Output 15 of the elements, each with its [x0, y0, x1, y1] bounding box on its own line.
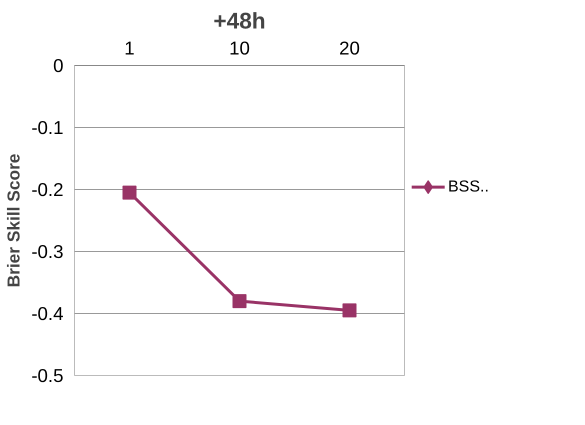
- y-tick-label: -0.1: [31, 117, 64, 138]
- y-tick-label: -0.2: [31, 179, 64, 200]
- x-tick-label: 20: [339, 38, 360, 58]
- chart-title: +48h: [213, 8, 266, 34]
- y-axis-title: Brier Skill Score: [3, 153, 24, 288]
- y-tick-label: -0.4: [31, 303, 64, 324]
- y-tick-label: 0: [53, 55, 64, 76]
- y-tick-label: -0.5: [31, 365, 64, 386]
- x-tick-label: 1: [124, 38, 135, 58]
- y-tick-label: -0.3: [31, 241, 64, 262]
- legend-label: BSS..: [448, 178, 489, 196]
- x-tick-label: 10: [229, 38, 250, 58]
- point: [342, 303, 356, 318]
- point: [232, 294, 246, 308]
- point: [122, 186, 136, 200]
